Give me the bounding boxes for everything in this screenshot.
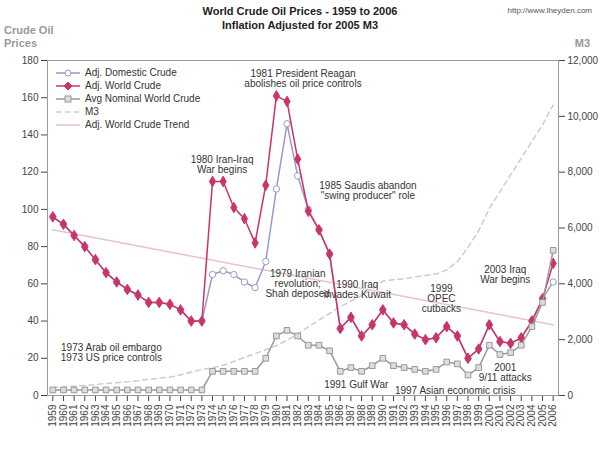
- svg-text:6,000: 6,000: [568, 222, 593, 233]
- svg-text:140: 140: [22, 129, 39, 140]
- svg-text:1987: 1987: [345, 404, 356, 427]
- svg-text:120: 120: [22, 166, 39, 177]
- svg-text:1969: 1969: [153, 404, 164, 427]
- svg-text:1980 Iran-IraqWar begins: 1980 Iran-IraqWar begins: [191, 154, 254, 175]
- svg-text:1993: 1993: [409, 404, 420, 427]
- html-text:M3: M3: [85, 106, 99, 117]
- svg-text:1994: 1994: [420, 404, 431, 427]
- svg-text:0: 0: [33, 390, 39, 401]
- svg-text:1989: 1989: [366, 404, 377, 427]
- html-text:Adj. Domestic Crude: Adj. Domestic Crude: [85, 67, 177, 78]
- svg-text:1985 Saudis abandon"swing prod: 1985 Saudis abandon"swing producer" role: [319, 180, 416, 201]
- svg-text:1999OPECcutbacks: 1999OPECcutbacks: [422, 283, 461, 314]
- svg-text:1972: 1972: [185, 404, 196, 427]
- html-text:Adj. World Crude: Adj. World Crude: [85, 80, 161, 91]
- svg-text:1997: 1997: [452, 404, 463, 427]
- svg-text:1967: 1967: [132, 404, 143, 427]
- svg-text:40: 40: [27, 315, 39, 326]
- svg-text:60: 60: [27, 278, 39, 289]
- svg-text:160: 160: [22, 92, 39, 103]
- html-text:http://www.lheyden.com: http://www.lheyden.com: [507, 6, 592, 15]
- svg-text:1974: 1974: [207, 404, 218, 427]
- svg-text:1997 Asian economic crisis: 1997 Asian economic crisis: [395, 385, 516, 396]
- svg-text:1962: 1962: [79, 404, 90, 427]
- svg-text:100: 100: [22, 204, 39, 215]
- svg-text:1992: 1992: [398, 404, 409, 427]
- svg-text:2,000: 2,000: [568, 334, 593, 345]
- svg-text:0: 0: [568, 390, 574, 401]
- svg-text:1982: 1982: [292, 404, 303, 427]
- svg-text:2000: 2000: [484, 404, 495, 427]
- svg-text:1985: 1985: [324, 404, 335, 427]
- svg-text:1973: 1973: [196, 404, 207, 427]
- svg-text:20: 20: [27, 352, 39, 363]
- svg-text:1978: 1978: [249, 404, 260, 427]
- svg-text:2003 IraqWar begins: 2003 IraqWar begins: [480, 264, 530, 285]
- svg-text:2001: 2001: [494, 404, 505, 427]
- svg-text:2002: 2002: [505, 404, 516, 427]
- svg-text:8,000: 8,000: [568, 166, 593, 177]
- svg-text:1979: 1979: [260, 404, 271, 427]
- svg-text:1990: 1990: [377, 404, 388, 427]
- svg-text:2004: 2004: [526, 404, 537, 427]
- svg-text:1991: 1991: [388, 404, 399, 427]
- svg-text:1968: 1968: [143, 404, 154, 427]
- svg-text:1971: 1971: [175, 404, 186, 427]
- svg-text:1998: 1998: [462, 404, 473, 427]
- svg-text:1990 Iraqinvades Kuwait: 1990 Iraqinvades Kuwait: [324, 279, 391, 300]
- svg-text:1959: 1959: [47, 404, 58, 427]
- svg-text:1996: 1996: [441, 404, 452, 427]
- svg-text:1991 Gulf War: 1991 Gulf War: [324, 379, 389, 390]
- svg-text:12,000: 12,000: [568, 55, 599, 66]
- svg-text:1984: 1984: [313, 404, 324, 427]
- svg-text:2005: 2005: [537, 404, 548, 427]
- svg-text:1965: 1965: [111, 404, 122, 427]
- svg-text:1977: 1977: [239, 404, 250, 427]
- html-text:Avg Nominal World Crude: Avg Nominal World Crude: [85, 93, 201, 104]
- svg-text:1983: 1983: [303, 404, 314, 427]
- svg-text:1963: 1963: [90, 404, 101, 427]
- html-text:Inflation Adjusted for 2005 M3: Inflation Adjusted for 2005 M3: [222, 19, 378, 31]
- svg-text:1980: 1980: [271, 404, 282, 427]
- svg-text:10,000: 10,000: [568, 111, 599, 122]
- svg-text:1979 Iranianrevolution;Shah de: 1979 Iranianrevolution;Shah deposed: [265, 268, 330, 299]
- svg-text:1986: 1986: [334, 404, 345, 427]
- svg-text:1976: 1976: [228, 404, 239, 427]
- svg-text:4,000: 4,000: [568, 278, 593, 289]
- html-text:World Crude Oil Prices - 1959: World Crude Oil Prices - 1959 to 2006: [202, 5, 398, 17]
- svg-text:1995: 1995: [430, 404, 441, 427]
- svg-text:1999: 1999: [473, 404, 484, 427]
- svg-text:1966: 1966: [122, 404, 133, 427]
- svg-text:1981 President Reaganabolishes: 1981 President Reaganabolishes oil price…: [244, 68, 361, 89]
- html-text:Adj. World Crude Trend: Adj. World Crude Trend: [85, 119, 190, 130]
- svg-text:2003: 2003: [515, 404, 526, 427]
- svg-text:1960: 1960: [58, 404, 69, 427]
- svg-text:1964: 1964: [100, 404, 111, 427]
- svg-text:1988: 1988: [356, 404, 367, 427]
- svg-text:1981: 1981: [281, 404, 292, 427]
- svg-text:2006: 2006: [547, 404, 558, 427]
- svg-text:1975: 1975: [217, 404, 228, 427]
- html-text:M3: M3: [574, 37, 590, 49]
- svg-text:80: 80: [27, 241, 39, 252]
- svg-text:1970: 1970: [164, 404, 175, 427]
- svg-text:1961: 1961: [68, 404, 79, 427]
- svg-text:20019/11 attacks: 20019/11 attacks: [479, 362, 532, 383]
- svg-text:1973 Arab oil embargo1973 US p: 1973 Arab oil embargo1973 US price contr…: [61, 342, 162, 363]
- svg-text:180: 180: [22, 55, 39, 66]
- html-text:Crude Oil Prices: Crude Oil Prices: [4, 24, 54, 49]
